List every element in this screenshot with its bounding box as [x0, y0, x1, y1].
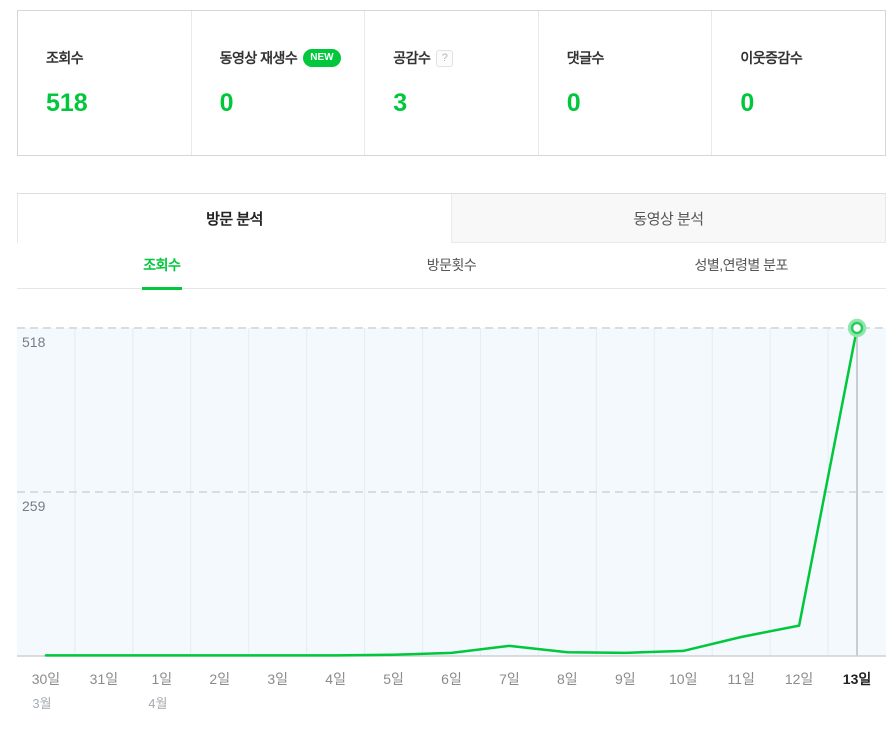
- y-tick-label: 259: [22, 498, 46, 514]
- subtab-visit-count[interactable]: 방문횟수: [426, 257, 477, 273]
- x-tick-label: 12일: [785, 671, 813, 687]
- stat-neighbor-change-value: 0: [740, 89, 755, 117]
- subtab-views[interactable]: 조회수: [17, 243, 307, 290]
- x-tick-label: 6일: [441, 671, 462, 687]
- stat-comments-label: 댓글수: [566, 50, 605, 66]
- x-tick-label: 7일: [499, 671, 520, 687]
- stat-views-value: 518: [46, 89, 88, 117]
- chart-marker-halo: [847, 318, 867, 338]
- x-tick-label: 10일: [669, 671, 697, 687]
- stats-summary-card: 조회수 518 동영상 재생수 NEW 0 공감수 ? 3 댓글수 0 이웃증감…: [17, 10, 886, 156]
- stat-comments: 댓글수 0: [537, 11, 712, 155]
- stat-likes: 공감수 ? 3: [364, 11, 538, 155]
- tab-video-analysis[interactable]: 동영상 분석: [451, 194, 886, 243]
- x-tick-label: 8일: [557, 671, 578, 687]
- x-tick-label: 2일: [209, 671, 230, 687]
- stat-views: 조회수 518: [18, 11, 191, 155]
- x-tick-label: 4일: [325, 671, 346, 687]
- stat-likes-value: 3: [393, 89, 408, 117]
- stat-neighbor-change-label: 이웃증감수: [740, 50, 803, 66]
- metric-subtabbar: 조회수 방문횟수 성별,연령별 분포: [17, 243, 886, 290]
- x-tick-label: 11일: [727, 671, 754, 687]
- analysis-tabbar: 방문 분석 동영상 분석: [17, 193, 886, 243]
- help-icon[interactable]: ?: [436, 49, 454, 67]
- new-badge: NEW: [303, 49, 341, 67]
- stat-likes-label: 공감수: [393, 50, 431, 66]
- x-tick-label: 31일: [90, 671, 118, 687]
- stat-video-plays-label: 동영상 재생수: [219, 50, 298, 66]
- chart-line: [44, 326, 859, 657]
- x-tick-label: 5일: [383, 671, 404, 687]
- stat-neighbor-change: 이웃증감수 0: [711, 11, 885, 155]
- x-tick-label: 1일: [151, 671, 172, 687]
- subtab-demographics[interactable]: 성별,연령별 분포: [694, 257, 788, 273]
- chart-marker[interactable]: [850, 321, 864, 335]
- stat-views-label: 조회수: [46, 50, 84, 66]
- x-tick-label: 3일: [267, 671, 288, 687]
- y-tick-label: 518: [22, 334, 46, 350]
- stat-video-plays: 동영상 재생수 NEW 0: [190, 11, 365, 155]
- x-tick-label: 13일: [843, 671, 871, 687]
- month-label: 4월: [148, 696, 167, 711]
- stat-video-plays-value: 0: [219, 89, 234, 117]
- stat-comments-value: 0: [566, 89, 581, 117]
- x-tick-label: 30일: [32, 671, 60, 687]
- month-label: 3월: [32, 696, 51, 711]
- x-tick-label: 9일: [615, 671, 636, 687]
- tab-visit-analysis[interactable]: 방문 분석: [17, 194, 451, 243]
